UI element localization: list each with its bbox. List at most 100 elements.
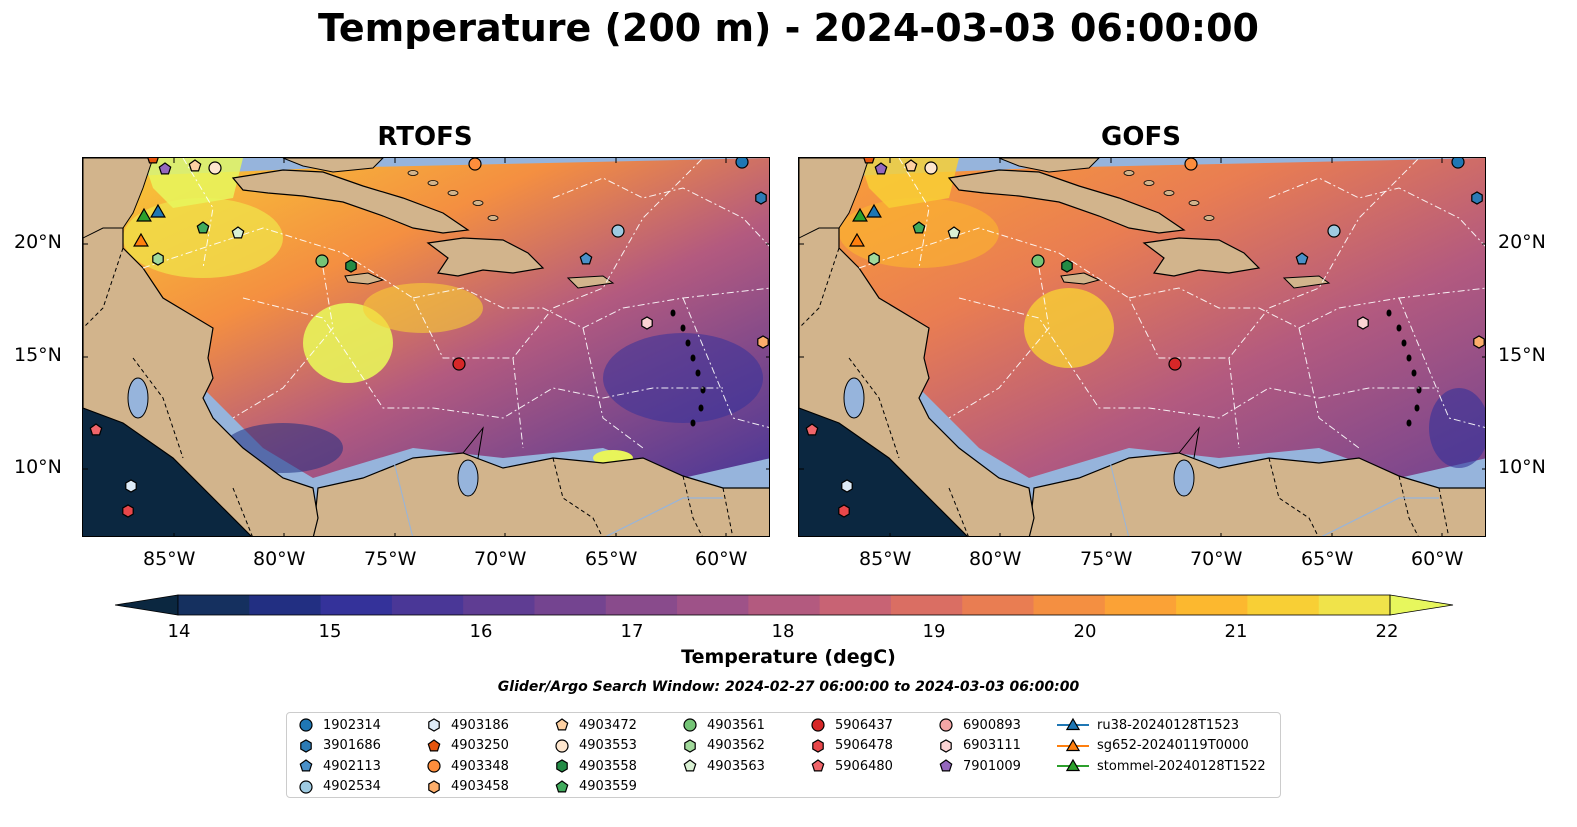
lon-tick-label: 80°W xyxy=(969,548,1022,570)
legend-item-label: 4903559 xyxy=(579,779,637,794)
map-panel-rtofs[interactable] xyxy=(82,157,770,537)
legend-float-icon xyxy=(811,759,825,772)
legend-item-label: 4903553 xyxy=(579,738,637,753)
legend-item: 5906480 xyxy=(809,756,893,776)
float-marker-4903563 xyxy=(947,226,961,239)
glider-marker-ru38-20240128T1523 xyxy=(866,203,882,218)
colorbar-segment xyxy=(534,595,607,615)
lat-tick-label: 20°N xyxy=(14,231,62,253)
float-marker-3901686 xyxy=(1471,191,1483,205)
figure-title: Temperature (200 m) - 2024-03-03 06:00:0… xyxy=(317,6,1259,50)
colorbar-tick: 19 xyxy=(922,621,946,642)
legend-item-label: 1902314 xyxy=(323,717,381,733)
legend-item-label: 4903458 xyxy=(451,779,509,794)
legend-item: 4903186 xyxy=(425,715,509,735)
legend-float-icon xyxy=(427,738,441,751)
lon-tick-label: 65°W xyxy=(585,548,638,570)
colorbar-segment xyxy=(1247,595,1320,615)
land-south-america xyxy=(312,452,769,536)
lon-tick-label: 65°W xyxy=(1301,548,1354,570)
float-marker-4903558 xyxy=(1061,259,1073,273)
float-marker-4903348 xyxy=(468,158,482,171)
float-marker-4903561 xyxy=(1031,254,1045,268)
colorbar-tick: 14 xyxy=(167,621,191,642)
float-marker-3901686 xyxy=(755,191,767,205)
legend-item-label: 4902534 xyxy=(323,779,381,794)
float-marker-1902314 xyxy=(1451,158,1465,169)
colorbar-segment xyxy=(677,595,749,615)
legend-item: 4903563 xyxy=(681,756,765,776)
legend-item: 4903561 xyxy=(681,715,765,735)
legend-glider-icon xyxy=(1057,738,1089,751)
float-marker-4903562 xyxy=(152,252,164,266)
float-marker-4903562 xyxy=(868,252,880,266)
land-cuba xyxy=(947,169,1186,234)
float-marker-4903250 xyxy=(863,158,875,164)
colorbar-segment xyxy=(249,595,322,615)
colorbar-tick: 22 xyxy=(1375,621,1399,642)
legend-float-icon xyxy=(300,738,312,753)
legend-item-label: 5906480 xyxy=(835,758,893,774)
colorbar-label: Temperature (degC) xyxy=(681,646,896,668)
legend-item: 4903458 xyxy=(425,777,509,797)
float-marker-6903111 xyxy=(641,316,653,330)
float-marker-4903559 xyxy=(912,221,926,234)
glider-marker-sg652-20240119T0000 xyxy=(133,232,149,247)
legend-float-icon xyxy=(555,779,569,792)
legend-item-label: 4903348 xyxy=(451,758,509,774)
float-marker-4902534 xyxy=(1327,224,1341,238)
lon-tick-label: 85°W xyxy=(143,548,196,570)
legend-item-label: 4903186 xyxy=(451,717,509,733)
colorbar-segment xyxy=(1104,595,1177,615)
lon-tick-label: 60°W xyxy=(1411,548,1464,570)
land-hispaniola xyxy=(1142,237,1261,277)
legend-float-icon xyxy=(683,718,697,732)
colorbar-tick: 18 xyxy=(771,621,795,642)
float-marker-5906478 xyxy=(838,504,850,518)
float-marker-4902113 xyxy=(1295,252,1309,265)
glider-marker-sg652-20240119T0000 xyxy=(849,232,865,247)
float-marker-4903250 xyxy=(147,158,159,164)
legend-item: 4902534 xyxy=(297,777,381,797)
colorbar-segment xyxy=(463,595,535,615)
float-marker-5906437 xyxy=(1168,357,1182,371)
legend-item: 4903472 xyxy=(553,715,637,735)
float-marker-4903186 xyxy=(841,479,853,493)
lon-tick-label: 75°W xyxy=(1080,548,1133,570)
land-puerto-rico xyxy=(1282,275,1331,289)
legend-float-icon xyxy=(811,718,825,732)
colorbar-tick: 20 xyxy=(1073,621,1097,642)
land-central-america xyxy=(799,207,1035,536)
legend-float-icon xyxy=(299,759,313,772)
legend-item: 7901009 xyxy=(937,756,1021,776)
float-marker-4903559 xyxy=(196,221,210,234)
colorbar-segment xyxy=(748,595,821,615)
float-marker-4902534 xyxy=(611,224,625,238)
colorbar-segment xyxy=(962,595,1035,615)
land-south-america xyxy=(1028,452,1485,536)
colorbar xyxy=(115,594,1454,616)
legend-item: sg652-20240119T0000 xyxy=(1057,736,1249,756)
colorbar-segment xyxy=(890,595,963,615)
map-panel-gofs[interactable] xyxy=(798,157,1486,537)
land-cuba xyxy=(231,169,470,234)
float-marker-5906480 xyxy=(89,423,103,436)
float-marker-4903458 xyxy=(1473,335,1485,349)
legend-glider-icon xyxy=(1057,717,1089,731)
legend-item-label: 6903111 xyxy=(963,738,1021,753)
panel-title-gofs: GOFS xyxy=(1101,122,1181,152)
legend-float-icon xyxy=(299,779,313,794)
float-marker-4903348 xyxy=(1184,158,1198,171)
glider-marker-ru38-20240128T1523 xyxy=(150,203,166,218)
float-marker-4903553 xyxy=(924,161,938,175)
legend-item-label: 4903563 xyxy=(707,758,765,774)
colorbar-segment xyxy=(1318,595,1391,615)
colorbar-segment xyxy=(605,595,678,615)
legend-item-label: 4903561 xyxy=(707,717,765,733)
legend-item-label: 4903562 xyxy=(707,738,765,753)
legend-item-label: 7901009 xyxy=(963,758,1021,774)
land-hispaniola xyxy=(426,237,545,277)
legend-item: 4903562 xyxy=(681,736,765,756)
legend-item: 4903559 xyxy=(553,777,637,797)
lat-tick-label: 10°N xyxy=(14,456,62,478)
